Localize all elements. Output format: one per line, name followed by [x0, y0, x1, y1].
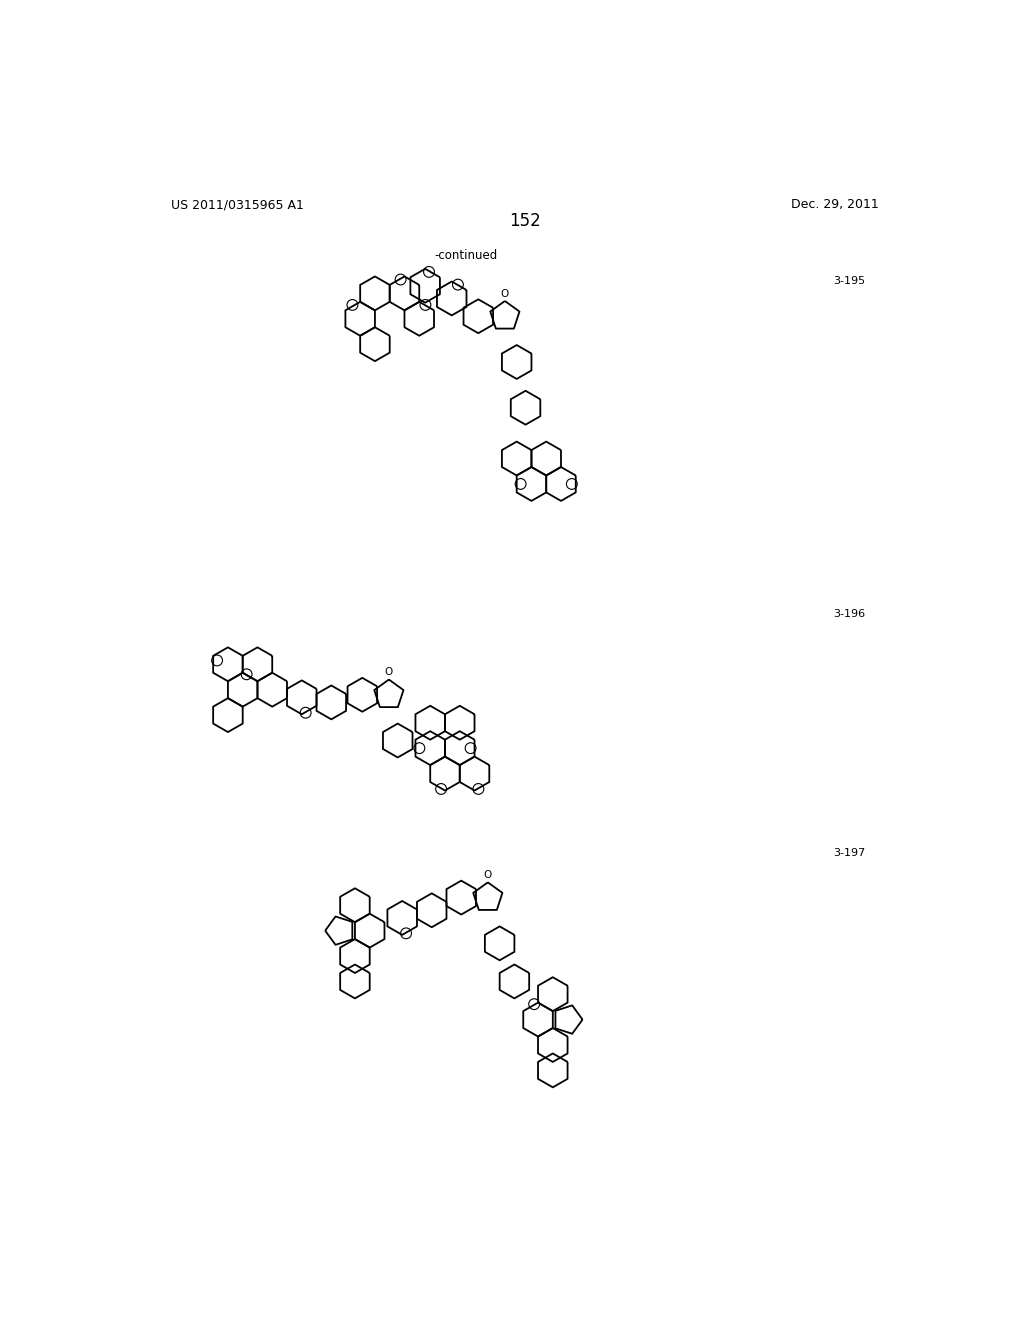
Text: US 2011/0315965 A1: US 2011/0315965 A1 [171, 198, 303, 211]
Text: Dec. 29, 2011: Dec. 29, 2011 [792, 198, 879, 211]
Text: O: O [501, 289, 509, 298]
Text: 3-196: 3-196 [834, 609, 865, 619]
Text: 152: 152 [509, 213, 541, 230]
Text: -continued: -continued [434, 249, 498, 263]
Text: O: O [483, 870, 492, 880]
Text: 3-197: 3-197 [834, 847, 865, 858]
Text: 3-195: 3-195 [834, 276, 865, 286]
Text: O: O [385, 667, 393, 677]
